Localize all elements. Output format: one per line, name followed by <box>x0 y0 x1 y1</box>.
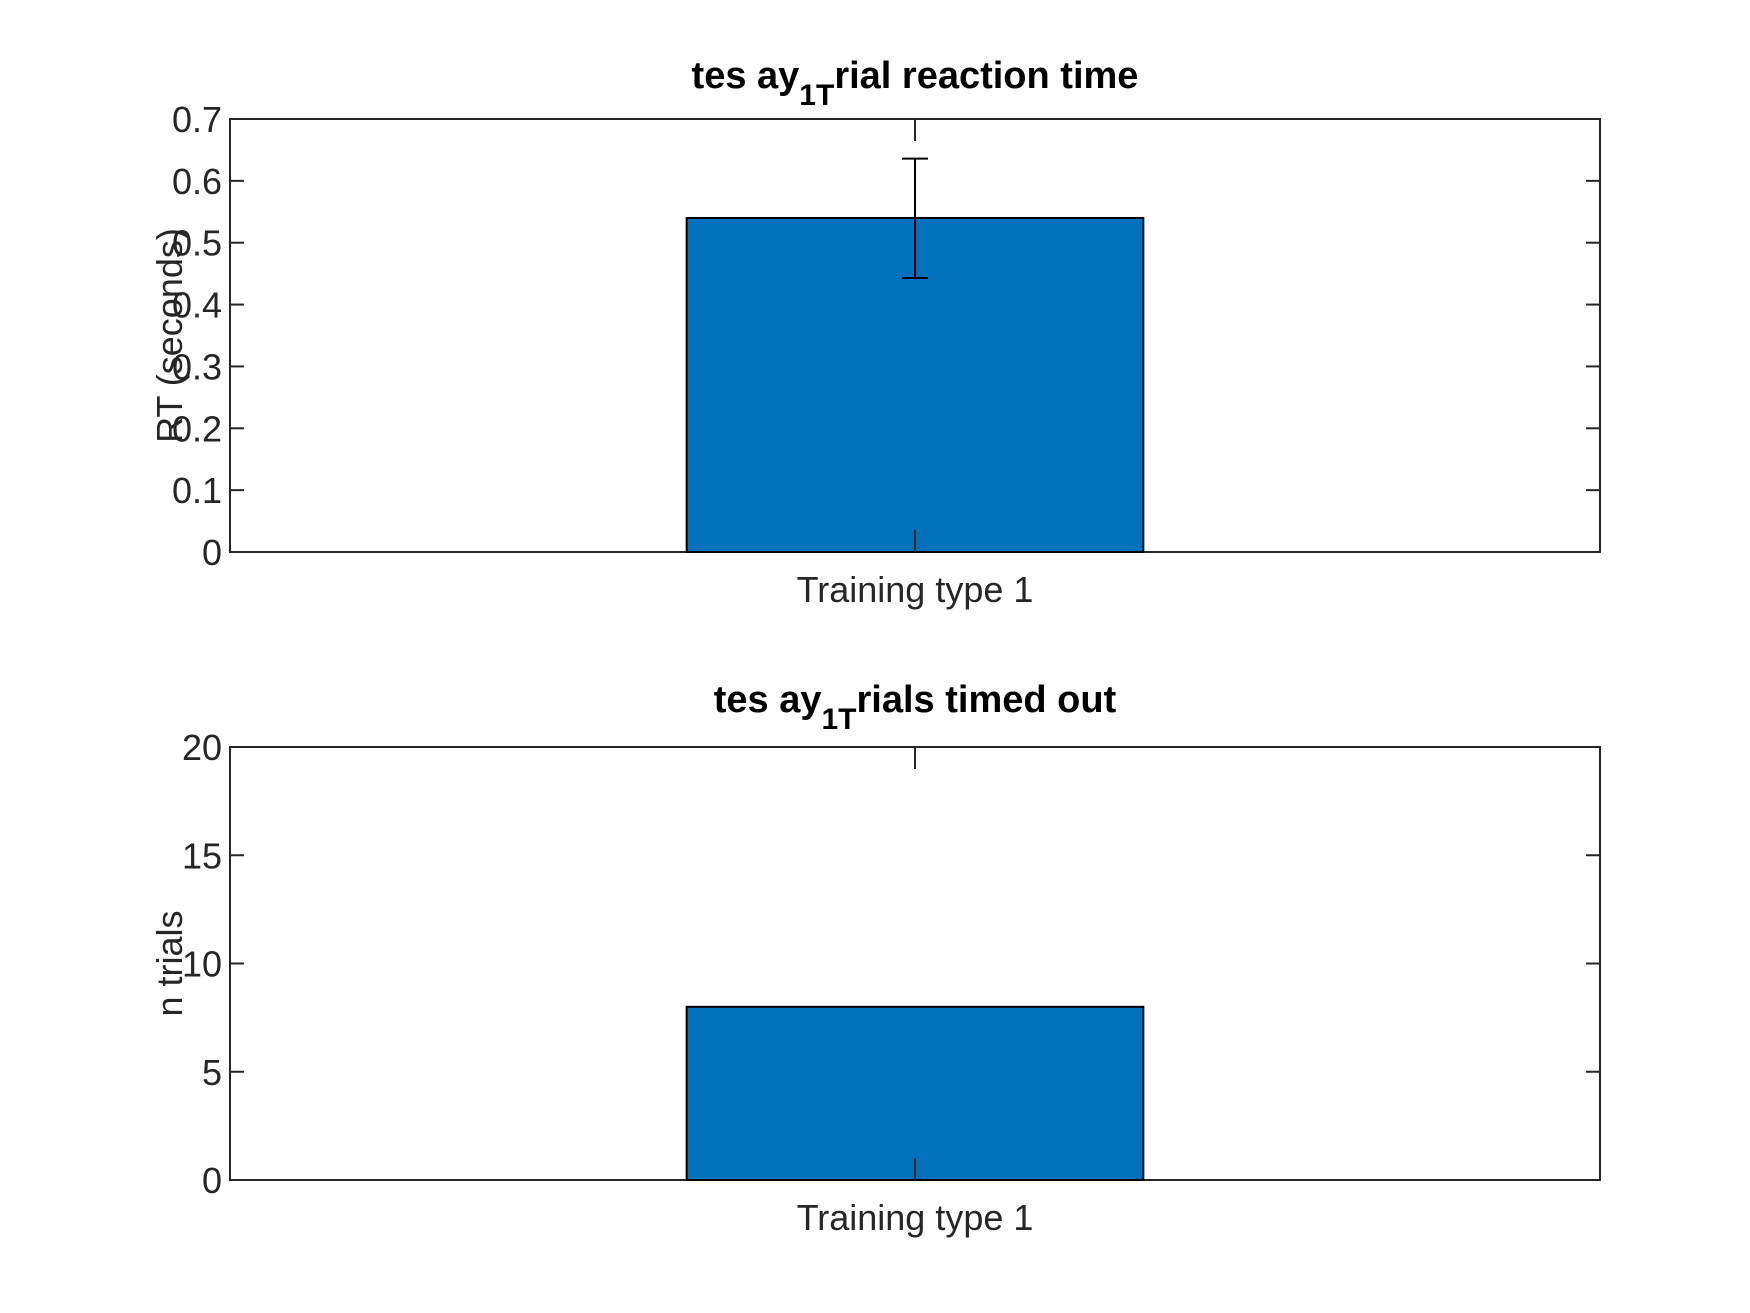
rt-panel: tes ay1Trial reaction time 0 0.1 0.2 0.3 0.4… <box>149 55 1601 610</box>
rt-y-ticks: 0 0.1 0.2 0.3 0.4 0.5 0.6 0.7 <box>172 99 1600 573</box>
rt-y-tick-label: 0.6 <box>172 161 222 202</box>
timeout-x-ticks: Training type 1 <box>797 747 1034 1238</box>
timeout-title-subscript: 1T <box>822 703 857 736</box>
timeout-y-axis-label: n trials <box>149 910 190 1016</box>
timeout-bar <box>685 1005 1145 1181</box>
timeout-y-tick-label: 10 <box>182 944 222 985</box>
rt-x-tick-label: Training type 1 <box>797 569 1034 610</box>
timeout-bars <box>685 1005 1145 1181</box>
timeout-x-tick-label: Training type 1 <box>797 1197 1034 1238</box>
rt-y-tick-label: 0.1 <box>172 470 222 511</box>
timeout-y-tick-label: 0 <box>202 1160 222 1201</box>
rt-title-part-1: tes ay <box>692 55 800 97</box>
timeout-y-tick-label: 5 <box>202 1052 222 1093</box>
rt-y-tick-label: 0.7 <box>172 99 222 140</box>
rt-title-part-2: rial reaction time <box>834 55 1138 97</box>
rt-bars <box>685 157 1145 553</box>
timeout-chart-title: tes ay1Trials timed out <box>714 679 1117 736</box>
timeout-title-part-1: tes ay <box>714 679 822 721</box>
rt-y-axis-label: RT (seconds) <box>149 228 190 443</box>
timeout-y-tick-label: 20 <box>182 727 222 768</box>
rt-y-tick-label: 0.3 <box>172 346 222 387</box>
rt-title-subscript: 1T <box>799 79 834 112</box>
timeout-y-tick-label: 15 <box>182 835 222 876</box>
rt-y-tick-label: 0.4 <box>172 285 222 326</box>
rt-y-tick-label: 0 <box>202 532 222 573</box>
timeout-title-part-2: rials timed out <box>857 679 1117 721</box>
rt-chart-title: tes ay1Trial reaction time <box>692 55 1139 112</box>
rt-y-tick-label: 0.5 <box>172 223 222 264</box>
timeout-y-ticks: 0 5 10 15 20 <box>182 727 1600 1201</box>
rt-x-ticks: Training type 1 <box>797 119 1034 610</box>
rt-y-tick-label: 0.2 <box>172 408 222 449</box>
timeout-panel: tes ay1Trials timed out 0 5 10 15 20 Trainin… <box>149 679 1601 1238</box>
